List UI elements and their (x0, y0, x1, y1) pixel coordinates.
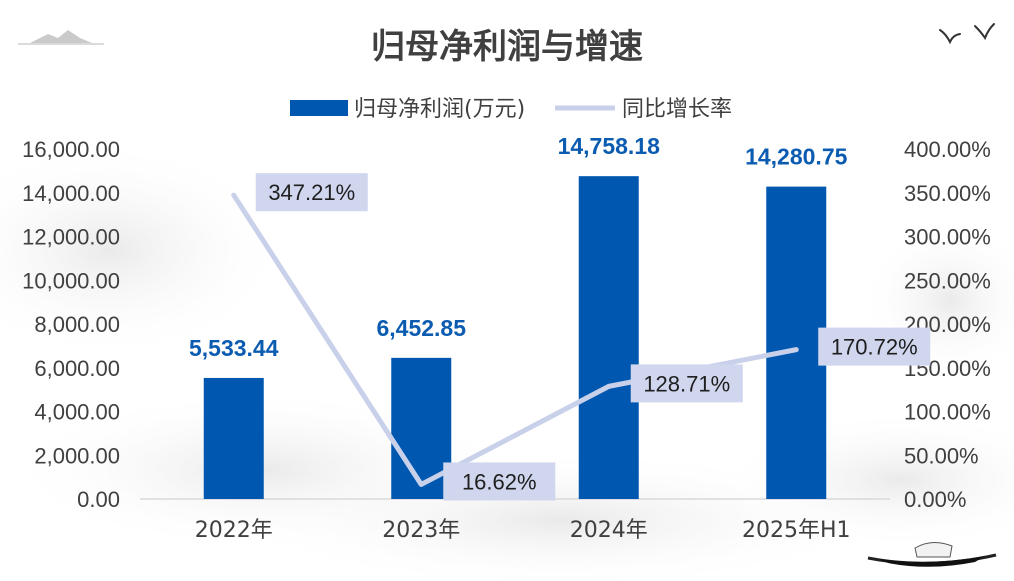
y-left-tick-label: 8,000.00 (34, 312, 120, 337)
legend: 归母净利润(万元) 同比增长率 (290, 97, 732, 122)
bar-data-label: 14,280.75 (745, 144, 848, 170)
y-left-tick-label: 6,000.00 (34, 356, 120, 381)
y-right-tick-label: 300.00% (904, 225, 991, 250)
line-data-label-box (255, 173, 368, 212)
ink-mountain-icon (18, 30, 104, 45)
x-axis: 2022年 2023年 2024年 2025年H1 (195, 518, 851, 543)
line-data-label-box (818, 327, 931, 366)
legend-bar-label: 归母净利润(万元) (354, 97, 525, 122)
y-right-tick-label: 250.00% (904, 268, 991, 293)
y-left-tick-label: 2,000.00 (34, 443, 120, 468)
line-data-label: 128.71% (643, 371, 730, 396)
y-right-tick-label: 400.00% (904, 137, 991, 162)
y-left-tick-label: 16,000.00 (22, 137, 120, 162)
bar-data-label: 14,758.18 (558, 133, 661, 159)
bar-series (203, 176, 827, 500)
y-left-tick-label: 14,000.00 (22, 181, 120, 206)
line-data-label: 16.62% (462, 469, 537, 494)
x-category-label: 2025年H1 (742, 518, 851, 543)
line-data-labels: 347.21% 16.62% 128.71% 170.72% (255, 173, 931, 501)
y-right-tick-label: 100.00% (904, 400, 991, 425)
legend-line-label: 同比增长率 (622, 97, 732, 122)
line-data-label: 170.72% (831, 335, 918, 360)
y-left-tick-label: 4,000.00 (34, 400, 120, 425)
bar (766, 186, 827, 500)
chart-title: 归母净利润与增速 (371, 27, 643, 67)
line-data-label: 347.21% (268, 180, 355, 205)
y-left-tick-label: 0.00 (77, 487, 120, 512)
x-category-label: 2023年 (382, 518, 460, 543)
birds-icon (939, 23, 995, 45)
y-right-tick-label: 50.00% (904, 443, 979, 468)
bar (391, 357, 452, 499)
y-left-tick-label: 10,000.00 (22, 268, 120, 293)
bar-data-label: 5,533.44 (189, 335, 279, 361)
y-right-tick-label: 0.00% (904, 487, 966, 512)
y-left-tick-label: 12,000.00 (22, 225, 120, 250)
y-axis-left: 0.00 2,000.00 4,000.00 6,000.00 8,000.00 10,0… (22, 137, 120, 512)
bar (578, 176, 639, 500)
boat-icon (867, 542, 997, 567)
y-axis-right: 0.00%50.00%100.00%150.00%200.00%250.00%3… (904, 137, 991, 512)
bar (203, 377, 264, 499)
legend-bar-swatch (290, 100, 348, 116)
bar-data-labels: 5,533.44 6,452.85 14,758.18 14,280.75 (189, 133, 848, 361)
x-category-label: 2024年 (570, 518, 648, 543)
bar-data-label: 6,452.85 (376, 315, 466, 341)
y-right-tick-label: 350.00% (904, 181, 991, 206)
line-data-label-box (443, 462, 556, 501)
x-category-label: 2022年 (195, 518, 273, 543)
line-data-label-box (630, 364, 743, 403)
